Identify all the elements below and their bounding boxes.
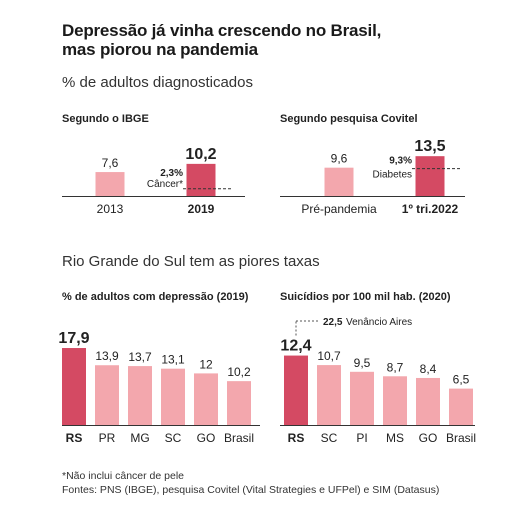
tick-label-ibge-1: 2019	[188, 202, 215, 216]
bar-depressao_uf-4	[194, 373, 218, 425]
section-title: Rio Grande do Sul tem as piores taxas	[62, 253, 320, 270]
value-label-suicidios_uf-0: 12,4	[280, 338, 311, 355]
value-label-suicidios_uf-5: 6,5	[453, 373, 470, 387]
value-label-suicidios_uf-3: 8,7	[387, 360, 404, 374]
chart-title: Depressão já vinha crescendo no Brasil, …	[62, 21, 482, 59]
bar-depressao_uf-0	[62, 348, 86, 425]
value-label-depressao_uf-0: 17,9	[58, 330, 89, 347]
reference-label-covitel: Diabetes	[373, 170, 412, 181]
reference-value-ibge: 2,3%	[160, 168, 183, 179]
tick-label-depressao_uf-1: PR	[99, 431, 116, 445]
title-line-2: mas piorou na pandemia	[62, 40, 258, 59]
bar-suicidios_uf-2	[350, 371, 374, 425]
tick-label-depressao_uf-4: GO	[197, 431, 216, 445]
panel-title-ibge: Segundo o IBGE	[62, 113, 149, 125]
bar-covitel-1	[415, 156, 445, 196]
bar-suicidios_uf-4	[416, 377, 440, 425]
annotation-label: Venâncio Aires	[346, 317, 412, 328]
tick-label-covitel-0: Pré-pandemia	[301, 202, 377, 216]
bar-covitel-0	[324, 167, 354, 196]
tick-label-depressao_uf-0: RS	[66, 431, 83, 445]
sources: Fontes: PNS (IBGE), pesquisa Covitel (Vi…	[62, 484, 440, 496]
value-label-depressao_uf-3: 13,1	[161, 353, 185, 367]
title-line-1: Depressão já vinha crescendo no Brasil,	[62, 21, 382, 40]
tick-label-suicidios_uf-2: PI	[356, 431, 367, 445]
panel-title-suicidios: Suicídios por 100 mil hab. (2020)	[280, 291, 451, 303]
value-label-depressao_uf-2: 13,7	[128, 350, 152, 364]
bar-depressao_uf-3	[161, 368, 185, 425]
reference-label-ibge: Câncer*	[147, 179, 183, 190]
chart-subtitle: % de adultos diagnosticados	[62, 74, 253, 91]
value-label-suicidios_uf-4: 8,4	[420, 362, 437, 376]
value-label-covitel-1: 13,5	[414, 138, 445, 155]
tick-label-suicidios_uf-3: MS	[386, 431, 404, 445]
tick-label-suicidios_uf-0: RS	[288, 431, 305, 445]
value-label-ibge-0: 7,6	[102, 156, 119, 170]
tick-label-depressao_uf-3: SC	[165, 431, 182, 445]
value-label-suicidios_uf-2: 9,5	[354, 356, 371, 370]
value-label-ibge-1: 10,2	[185, 146, 216, 163]
footnote: *Não inclui câncer de pele	[62, 470, 184, 482]
value-label-depressao_uf-5: 10,2	[227, 365, 251, 379]
tick-label-suicidios_uf-5: Brasil	[446, 431, 476, 445]
bar-ibge-1	[186, 163, 216, 196]
value-label-suicidios_uf-1: 10,7	[317, 349, 341, 363]
panel-title-covitel: Segundo pesquisa Covitel	[280, 113, 418, 125]
reference-value-covitel: 9,3%	[389, 156, 412, 167]
bar-suicidios_uf-1	[317, 365, 341, 425]
bar-depressao_uf-1	[95, 365, 119, 425]
tick-label-covitel-1: 1º tri.2022	[402, 202, 459, 216]
bar-suicidios_uf-3	[383, 376, 407, 425]
bar-suicidios_uf-5	[449, 388, 473, 425]
tick-label-ibge-0: 2013	[97, 202, 124, 216]
bar-suicidios_uf-0	[284, 355, 308, 425]
bar-ibge-0	[95, 172, 125, 196]
tick-label-depressao_uf-5: Brasil	[224, 431, 254, 445]
bar-depressao_uf-2	[128, 366, 152, 425]
bar-depressao_uf-5	[227, 381, 251, 425]
tick-label-depressao_uf-2: MG	[130, 431, 149, 445]
value-label-covitel-0: 9,6	[331, 152, 348, 166]
value-label-depressao_uf-4: 12	[199, 357, 213, 371]
annotation-value: 22,5	[323, 317, 343, 328]
tick-label-suicidios_uf-1: SC	[321, 431, 338, 445]
tick-label-suicidios_uf-4: GO	[419, 431, 438, 445]
value-label-depressao_uf-1: 13,9	[95, 349, 119, 363]
panel-title-depressao: % de adultos com depressão (2019)	[62, 291, 249, 303]
